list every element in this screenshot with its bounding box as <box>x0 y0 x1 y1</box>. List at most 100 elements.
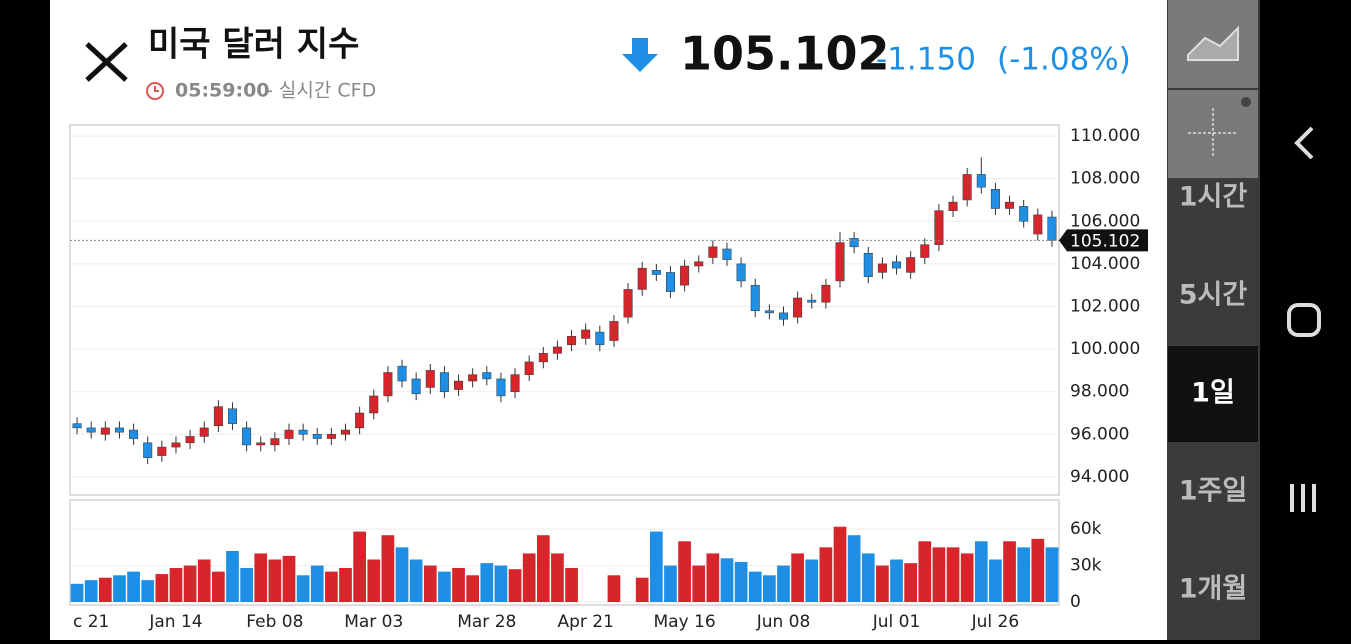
candle-body <box>807 299 817 303</box>
candle-body <box>185 436 195 444</box>
volume-bar <box>84 580 98 602</box>
candle-body <box>524 361 534 375</box>
candle-body <box>72 423 82 429</box>
volume-bar <box>169 568 183 602</box>
title: 미국 달러 지수 <box>148 25 359 65</box>
volume-bar <box>1031 538 1045 602</box>
x-tick-label: Apr 21 <box>557 612 613 632</box>
candle-body <box>256 442 266 446</box>
interval-button[interactable]: 1주일 <box>1179 476 1247 507</box>
candle-body <box>270 438 280 446</box>
volume-bar <box>395 547 409 602</box>
x-tick-label: Jul 01 <box>872 612 921 632</box>
volume-bar <box>381 535 395 602</box>
volume-bar <box>466 575 480 602</box>
x-tick-label: May 16 <box>653 612 715 632</box>
candle-body <box>849 238 859 248</box>
candle-body <box>242 427 252 446</box>
volume-bar <box>141 580 155 602</box>
candle-body <box>581 329 591 339</box>
volume-bar <box>226 551 239 602</box>
source: - 실시간 CFD <box>266 80 376 102</box>
candle-body <box>906 257 916 273</box>
candle-body <box>199 427 209 437</box>
candle-body <box>990 189 1000 209</box>
y-tick-label: 106.000 <box>1070 211 1140 231</box>
candle-body <box>962 174 972 201</box>
volume-bar <box>649 531 663 602</box>
candle-body <box>326 434 336 439</box>
candle-body <box>651 270 661 275</box>
candle-body <box>708 246 718 258</box>
candle-body <box>355 412 365 429</box>
clock-icon <box>146 82 164 100</box>
candle-body <box>1005 201 1015 209</box>
volume-bar <box>876 565 889 602</box>
panel <box>50 0 1167 640</box>
change: -1.150 <box>876 42 976 78</box>
close-button[interactable] <box>85 42 128 82</box>
candle-body <box>793 297 803 318</box>
candle-body <box>369 395 379 414</box>
volume-bar <box>494 565 508 602</box>
candle-body <box>397 365 407 382</box>
volume-bar <box>692 565 706 602</box>
price-frame <box>69 124 1060 496</box>
x-tick-label: Jan 14 <box>148 612 202 632</box>
volume-bar <box>635 577 649 602</box>
candle-body <box>665 272 675 292</box>
volume-bar <box>452 568 465 602</box>
price: 105.102 <box>680 27 890 81</box>
volume-bar <box>932 547 946 602</box>
x-tick-label: Feb 08 <box>246 612 303 632</box>
y-tick-label: 96.000 <box>1070 424 1129 444</box>
volume-bar <box>861 553 875 602</box>
volume-bar <box>367 559 381 602</box>
nav-back[interactable] <box>1294 126 1314 160</box>
volume-bar <box>1045 547 1059 602</box>
volume-bar <box>678 541 691 602</box>
volume-bar <box>1003 541 1016 602</box>
volume-bar <box>565 568 578 602</box>
volume-bar <box>974 541 988 602</box>
candle-body <box>920 244 930 258</box>
nav-recent[interactable] <box>1290 484 1316 512</box>
interval-button[interactable]: 5시간 <box>1179 280 1248 311</box>
candle-body <box>863 252 873 277</box>
candle-body <box>1033 214 1043 235</box>
volume-bar <box>664 565 677 602</box>
volume-bar <box>904 563 918 602</box>
candle-body <box>779 312 788 320</box>
candle-body <box>496 378 506 397</box>
volume-bar <box>960 553 974 602</box>
volume-bar <box>438 571 451 602</box>
volume-tick-label: 60k <box>1070 519 1102 539</box>
y-tick-label: 102.000 <box>1070 296 1140 316</box>
volume-bar <box>211 571 225 602</box>
volume-bar <box>706 553 720 602</box>
volume-bar <box>833 526 847 602</box>
candle-body <box>567 336 577 346</box>
y-tick-label: 104.000 <box>1070 254 1140 274</box>
volume-frame <box>69 499 1060 606</box>
volume-bar <box>70 583 84 602</box>
volume-bar <box>946 547 960 602</box>
candle-body <box>1019 206 1029 222</box>
interval-button[interactable]: 1개월 <box>1179 574 1247 605</box>
volume-bar <box>720 558 734 602</box>
candle-body <box>750 284 760 311</box>
candle-body <box>454 380 464 390</box>
interval-button[interactable]: 1일 <box>1191 378 1235 409</box>
volume-bar <box>339 568 352 602</box>
interval-button[interactable]: 1시간 <box>1179 182 1248 213</box>
nav-home[interactable] <box>1287 303 1321 337</box>
volume-bar <box>155 574 169 602</box>
x-tick-label: Jun 08 <box>756 612 811 632</box>
candle-body <box>821 284 831 303</box>
y-tick-label: 98.000 <box>1070 382 1129 402</box>
candle-body <box>482 372 492 380</box>
volume-bar <box>522 553 536 602</box>
candle-body <box>948 201 958 211</box>
volume-bar <box>918 541 932 602</box>
volume-bar <box>847 535 861 602</box>
